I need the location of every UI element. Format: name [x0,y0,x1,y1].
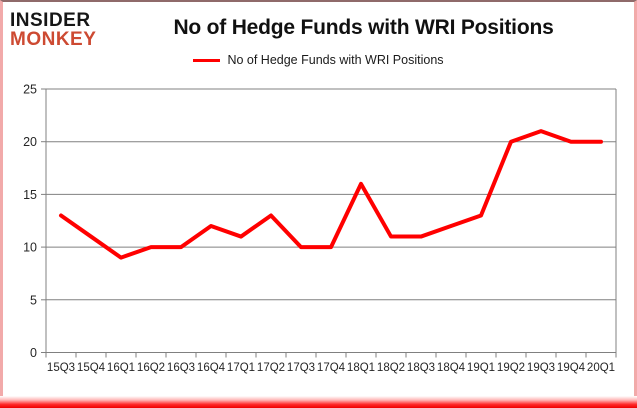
x-tick-label: 15Q4 [77,362,106,374]
x-tick-label: 18Q1 [347,362,375,374]
x-tick-label: 16Q1 [107,362,135,374]
x-tick-label: 20Q1 [587,362,615,374]
x-tick-label: 18Q4 [437,362,466,374]
y-tick-label: 15 [23,188,37,202]
x-tick-label: 15Q3 [47,362,75,374]
x-tick-label: 16Q2 [137,362,165,374]
x-tick-label: 18Q3 [407,362,435,374]
y-tick-label: 5 [30,293,37,307]
data-series-line [59,129,603,260]
x-tick-label: 19Q4 [557,362,586,374]
x-tick-label: 16Q3 [167,362,195,374]
x-tick-label: 19Q1 [467,362,495,374]
x-tick-label: 19Q3 [527,362,555,374]
insider-monkey-logo: INSIDER MONKEY [10,11,96,49]
bottom-red-bar [0,396,637,408]
x-tick-label: 19Q2 [497,362,525,374]
logo-line-insider: INSIDER [10,10,91,31]
legend-label: No of Hedge Funds with WRI Positions [227,53,444,67]
x-tick-label: 17Q4 [317,362,346,374]
logo-line-monkey: MONKEY [10,29,97,50]
x-tick-label: 16Q4 [197,362,226,374]
y-tick-label: 25 [23,83,37,97]
y-tick-label: 10 [23,241,37,255]
legend: No of Hedge Funds with WRI Positions [0,53,637,67]
x-tick-label: 18Q2 [377,362,405,374]
x-tick-label: 17Q3 [287,362,315,374]
chart-title: No of Hedge Funds with WRI Positions [173,16,554,39]
legend-line-swatch [193,58,221,62]
y-tick-label: 0 [30,346,37,360]
y-tick-label: 20 [23,135,37,149]
x-tick-label: 17Q1 [227,362,255,374]
x-tick-label: 17Q2 [257,362,285,374]
